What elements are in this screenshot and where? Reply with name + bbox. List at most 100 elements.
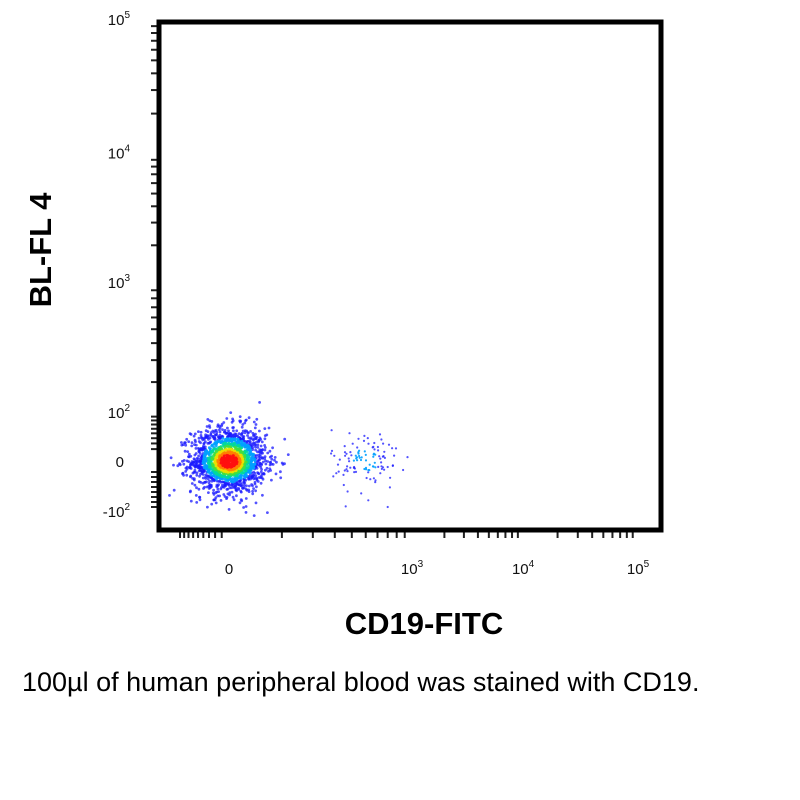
event-dot [263, 427, 267, 430]
event-dot [181, 443, 185, 446]
event-dot [182, 462, 186, 466]
event-dot [377, 465, 380, 468]
event-dot [185, 473, 189, 477]
event-dot [207, 438, 210, 441]
event-dot [203, 485, 206, 489]
event-dot [244, 419, 248, 422]
event-dot [231, 477, 235, 481]
event-dot [227, 439, 231, 443]
event-dot [214, 496, 218, 499]
event-dot [206, 505, 209, 509]
event-dot [255, 417, 259, 421]
x-axis-ticks: 0 103 104 105 [225, 559, 650, 578]
event-dot [386, 465, 389, 469]
event-dot [347, 457, 350, 460]
event-dot [193, 432, 197, 436]
event-dot [362, 439, 366, 442]
plot-frame [156, 19, 664, 533]
event-dot [185, 465, 189, 469]
event-dot [184, 470, 188, 473]
event-dot [250, 483, 254, 486]
event-dot [217, 483, 221, 486]
event-dot [218, 479, 222, 483]
event-dot [383, 468, 386, 471]
event-dot [194, 440, 197, 444]
event-dot [189, 474, 193, 478]
event-dot [379, 472, 382, 475]
event-dot [332, 475, 335, 478]
event-dots [168, 401, 409, 517]
event-dot [273, 456, 277, 459]
event-dot [266, 511, 269, 514]
event-dot [372, 453, 375, 456]
event-dot [205, 425, 209, 428]
event-dot [231, 495, 235, 499]
event-dot [197, 436, 201, 440]
event-dot [218, 494, 222, 498]
event-dot [336, 463, 340, 466]
event-dot [406, 456, 409, 459]
event-dot [257, 476, 261, 479]
event-dot [275, 460, 278, 464]
event-dot [237, 432, 241, 436]
event-dot [244, 505, 248, 508]
event-dot [207, 453, 211, 457]
event-dot [330, 449, 334, 452]
event-dot [374, 481, 377, 484]
event-dot [238, 501, 242, 505]
event-dot [374, 466, 377, 469]
event-dot [252, 434, 255, 438]
event-dot [368, 463, 371, 466]
event-dot [359, 458, 363, 462]
event-dot [238, 415, 242, 418]
event-dot [207, 441, 211, 445]
y-axis-title: BL-FL 4 [23, 192, 58, 308]
event-dot [222, 493, 226, 496]
event-dot [342, 473, 345, 476]
event-dot [190, 441, 194, 445]
event-dot [380, 461, 383, 464]
event-dot [380, 438, 383, 441]
event-dot [256, 459, 260, 463]
x-tick-label: 0 [225, 561, 233, 578]
event-dot [237, 487, 241, 490]
event-dot [202, 442, 206, 445]
event-dot [376, 445, 379, 449]
event-dot [178, 463, 182, 467]
event-dot [377, 449, 380, 452]
event-dot [379, 457, 382, 460]
event-dot [222, 421, 226, 424]
event-dot [356, 446, 359, 449]
event-dot [393, 454, 396, 457]
event-dot [263, 437, 267, 441]
event-dot [198, 452, 202, 455]
event-dot [227, 460, 231, 463]
event-dot [193, 468, 197, 472]
event-dot [364, 466, 368, 469]
event-dot [255, 440, 258, 444]
event-dot [172, 488, 176, 492]
event-dot [185, 437, 189, 441]
event-dot [266, 460, 270, 463]
event-dot [214, 442, 218, 446]
event-dot [251, 489, 255, 493]
event-dot [228, 491, 232, 495]
event-dot [232, 429, 235, 433]
event-dot [373, 448, 376, 451]
event-dot [239, 474, 242, 477]
event-dot [206, 430, 210, 433]
event-dot [256, 471, 259, 474]
event-dot [194, 494, 198, 497]
event-dot [214, 501, 218, 505]
event-dot [354, 454, 357, 457]
event-dot [268, 449, 272, 453]
event-dot [252, 514, 256, 517]
y-tick-label: 103 [108, 273, 131, 292]
event-dot [258, 429, 261, 433]
event-dot [258, 448, 262, 451]
event-dot [251, 492, 255, 496]
event-dot [367, 442, 370, 445]
event-dot [358, 454, 361, 458]
event-dot [266, 451, 270, 455]
event-dot [264, 446, 267, 449]
